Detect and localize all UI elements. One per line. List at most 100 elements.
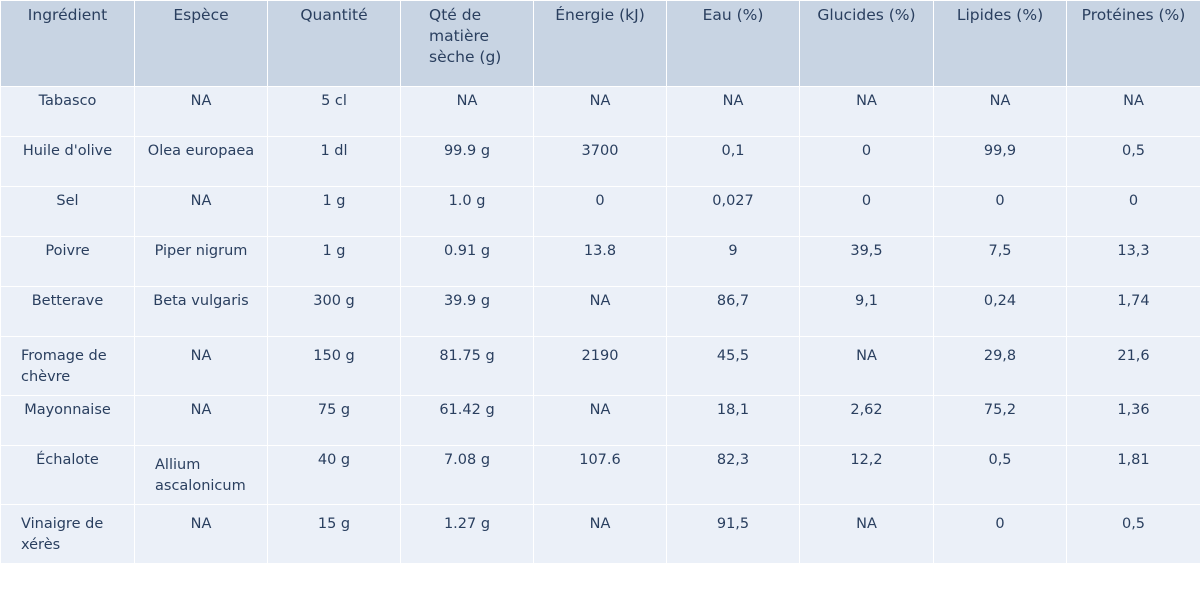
cell-quantity: 5 cl bbox=[267, 86, 401, 137]
cell-dry-matter: 1.27 g bbox=[400, 504, 534, 564]
cell-dry-matter: 99.9 g bbox=[400, 136, 534, 187]
cell-protein: 0,5 bbox=[1066, 136, 1200, 187]
cell-fat: 99,9 bbox=[933, 136, 1067, 187]
header-carbs: Glucides (%) bbox=[799, 0, 934, 87]
header-energy: Énergie (kJ) bbox=[533, 0, 667, 87]
cell-fat: 0,24 bbox=[933, 286, 1067, 337]
cell-water: 18,1 bbox=[666, 395, 800, 446]
cell-water: 82,3 bbox=[666, 445, 800, 505]
cell-fat: 0,5 bbox=[933, 445, 1067, 505]
cell-water: 91,5 bbox=[666, 504, 800, 564]
header-protein: Protéines (%) bbox=[1066, 0, 1200, 87]
cell-fat: 0 bbox=[933, 504, 1067, 564]
table-row: Betterave Beta vulgaris 300 g 39.9 g NA … bbox=[0, 286, 1200, 337]
cell-energy: 107.6 bbox=[533, 445, 667, 505]
cell-dry-matter: 81.75 g bbox=[400, 336, 534, 396]
cell-protein: 1,74 bbox=[1066, 286, 1200, 337]
cell-species: Beta vulgaris bbox=[134, 286, 268, 337]
cell-carbs: 39,5 bbox=[799, 236, 934, 287]
cell-fat: 75,2 bbox=[933, 395, 1067, 446]
cell-ingredient: Vinaigre de xérès bbox=[0, 504, 135, 564]
cell-protein: 21,6 bbox=[1066, 336, 1200, 396]
cell-quantity: 1 g bbox=[267, 236, 401, 287]
cell-quantity: 40 g bbox=[267, 445, 401, 505]
cell-quantity: 1 dl bbox=[267, 136, 401, 187]
cell-protein: 0 bbox=[1066, 186, 1200, 237]
cell-ingredient: Poivre bbox=[0, 236, 135, 287]
cell-energy: 0 bbox=[533, 186, 667, 237]
cell-species: NA bbox=[134, 395, 268, 446]
cell-dry-matter: 1.0 g bbox=[400, 186, 534, 237]
cell-ingredient: Mayonnaise bbox=[0, 395, 135, 446]
cell-dry-matter: 7.08 g bbox=[400, 445, 534, 505]
cell-protein: 13,3 bbox=[1066, 236, 1200, 287]
cell-species: NA bbox=[134, 186, 268, 237]
header-ingredient: Ingrédient bbox=[0, 0, 135, 87]
cell-quantity: 150 g bbox=[267, 336, 401, 396]
cell-water: NA bbox=[666, 86, 800, 137]
cell-quantity: 1 g bbox=[267, 186, 401, 237]
cell-ingredient: Huile d'olive bbox=[0, 136, 135, 187]
cell-water: 0,027 bbox=[666, 186, 800, 237]
cell-water: 9 bbox=[666, 236, 800, 287]
cell-energy: NA bbox=[533, 286, 667, 337]
cell-energy: NA bbox=[533, 86, 667, 137]
cell-ingredient: Tabasco bbox=[0, 86, 135, 137]
cell-energy: 3700 bbox=[533, 136, 667, 187]
cell-species: Olea europaea bbox=[134, 136, 268, 187]
cell-species: Piper nigrum bbox=[134, 236, 268, 287]
cell-quantity: 300 g bbox=[267, 286, 401, 337]
cell-protein: 0,5 bbox=[1066, 504, 1200, 564]
header-water: Eau (%) bbox=[666, 0, 800, 87]
table-row: Mayonnaise NA 75 g 61.42 g NA 18,1 2,62 … bbox=[0, 395, 1200, 446]
table-header: Ingrédient Espèce Quantité Qté de matièr… bbox=[0, 0, 1200, 87]
cell-carbs: 0 bbox=[799, 136, 934, 187]
cell-energy: NA bbox=[533, 395, 667, 446]
cell-ingredient: Sel bbox=[0, 186, 135, 237]
cell-water: 86,7 bbox=[666, 286, 800, 337]
cell-carbs: NA bbox=[799, 336, 934, 396]
cell-ingredient: Fromage de chèvre bbox=[0, 336, 135, 396]
cell-carbs: 12,2 bbox=[799, 445, 934, 505]
cell-species: Allium ascalonicum bbox=[134, 445, 268, 505]
cell-carbs: 0 bbox=[799, 186, 934, 237]
cell-protein: NA bbox=[1066, 86, 1200, 137]
cell-fat: 0 bbox=[933, 186, 1067, 237]
table-row: Échalote Allium ascalonicum 40 g 7.08 g … bbox=[0, 445, 1200, 505]
cell-fat: NA bbox=[933, 86, 1067, 137]
cell-species: NA bbox=[134, 504, 268, 564]
table-row: Fromage de chèvre NA 150 g 81.75 g 2190 … bbox=[0, 336, 1200, 396]
cell-carbs: 2,62 bbox=[799, 395, 934, 446]
nutrition-table: Ingrédient Espèce Quantité Qté de matièr… bbox=[0, 0, 1200, 564]
cell-energy: 13.8 bbox=[533, 236, 667, 287]
header-row: Ingrédient Espèce Quantité Qté de matièr… bbox=[0, 0, 1200, 87]
cell-water: 0,1 bbox=[666, 136, 800, 187]
cell-species: NA bbox=[134, 86, 268, 137]
cell-carbs: NA bbox=[799, 504, 934, 564]
cell-carbs: NA bbox=[799, 86, 934, 137]
cell-protein: 1,36 bbox=[1066, 395, 1200, 446]
header-species: Espèce bbox=[134, 0, 268, 87]
header-dry-matter: Qté de matière sèche (g) bbox=[400, 0, 534, 87]
cell-ingredient: Betterave bbox=[0, 286, 135, 337]
table-row: Tabasco NA 5 cl NA NA NA NA NA NA bbox=[0, 86, 1200, 137]
cell-species: NA bbox=[134, 336, 268, 396]
cell-energy: 2190 bbox=[533, 336, 667, 396]
cell-fat: 29,8 bbox=[933, 336, 1067, 396]
header-fat: Lipides (%) bbox=[933, 0, 1067, 87]
table-row: Poivre Piper nigrum 1 g 0.91 g 13.8 9 39… bbox=[0, 236, 1200, 287]
cell-dry-matter: 39.9 g bbox=[400, 286, 534, 337]
cell-energy: NA bbox=[533, 504, 667, 564]
table-row: Vinaigre de xérès NA 15 g 1.27 g NA 91,5… bbox=[0, 504, 1200, 564]
table-row: Sel NA 1 g 1.0 g 0 0,027 0 0 0 bbox=[0, 186, 1200, 237]
cell-quantity: 75 g bbox=[267, 395, 401, 446]
cell-quantity: 15 g bbox=[267, 504, 401, 564]
cell-fat: 7,5 bbox=[933, 236, 1067, 287]
nutrition-table-container: Ingrédient Espèce Quantité Qté de matièr… bbox=[0, 0, 1200, 564]
cell-carbs: 9,1 bbox=[799, 286, 934, 337]
table-body: Tabasco NA 5 cl NA NA NA NA NA NA Huile … bbox=[0, 86, 1200, 564]
table-row: Huile d'olive Olea europaea 1 dl 99.9 g … bbox=[0, 136, 1200, 187]
cell-dry-matter: 0.91 g bbox=[400, 236, 534, 287]
cell-protein: 1,81 bbox=[1066, 445, 1200, 505]
cell-water: 45,5 bbox=[666, 336, 800, 396]
